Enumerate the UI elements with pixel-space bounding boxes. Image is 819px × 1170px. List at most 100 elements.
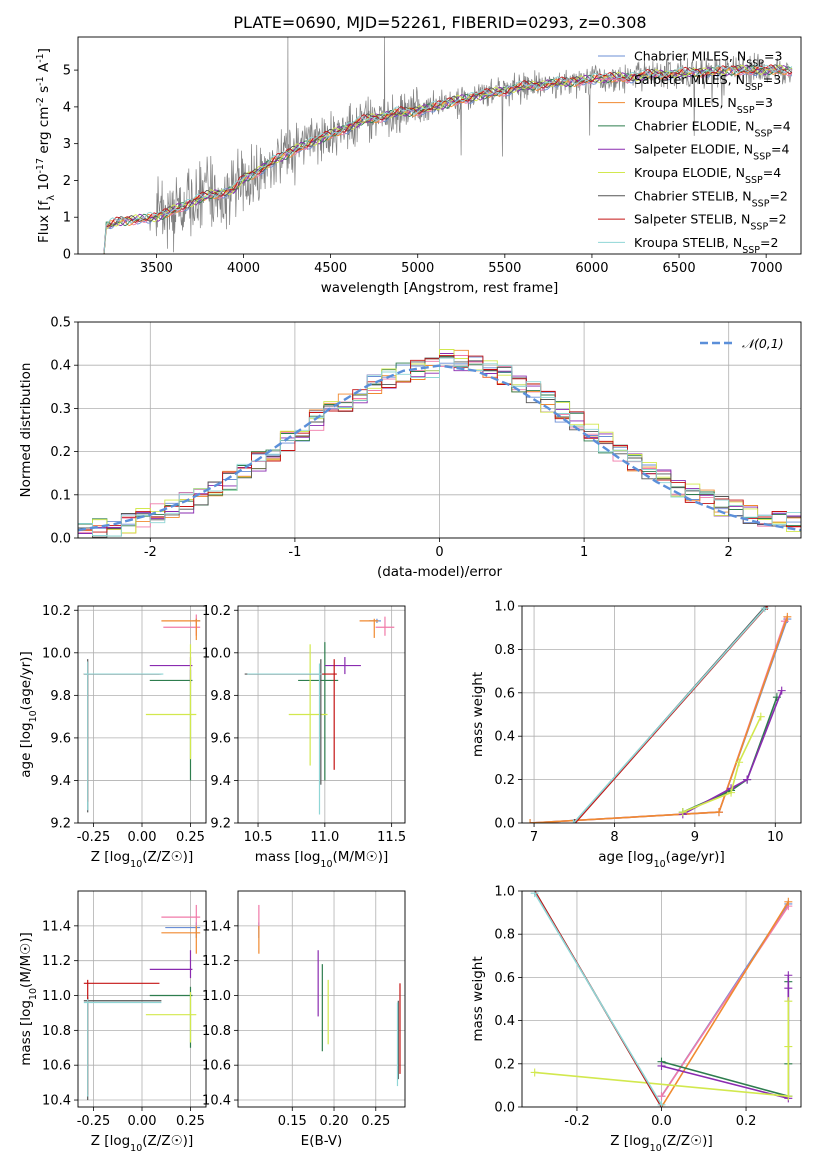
point-chabrier-elodie — [298, 642, 339, 781]
y-tick-label: 0.8 — [494, 643, 515, 658]
axes-frame — [77, 321, 802, 539]
x-tick-label: -2 — [144, 545, 157, 560]
mass-weight-line-salpeter-elodie — [661, 975, 790, 1100]
x-tick-label: 5500 — [488, 261, 521, 276]
y-axis-label: mass weight — [470, 672, 486, 757]
point-salpeter-elodie — [149, 657, 193, 683]
point-salpeter-miles — [375, 616, 395, 636]
x-tick-label: 6000 — [575, 261, 608, 276]
y-tick-label: 11.4 — [42, 919, 71, 934]
x-tick-label: 9 — [691, 830, 699, 845]
y-tick-label: 1.0 — [494, 885, 515, 900]
legend-label-chabrier-stelib: Chabrier STELIB, NSSP=2 — [634, 188, 788, 209]
y-tick-label: 3 — [63, 137, 71, 152]
axes-frame — [77, 890, 207, 1108]
mass-weight-marker-kroupa-miles — [526, 819, 535, 823]
y-tick-label: 9.6 — [210, 731, 231, 746]
x-axis-label: Z [log10(Z/Z☉)] — [610, 1133, 712, 1154]
y-tick-label: 10.2 — [202, 604, 231, 619]
y-tick-label: 11.4 — [202, 919, 231, 934]
plot-area — [78, 891, 206, 1107]
spectrum-panel: 3500 4000 4500 5000 5500 6000 6500 7000 0 1 2 3 4 5 wa… — [35, 36, 802, 296]
mass-weight-marker-kroupa-miles — [784, 897, 793, 906]
x-tick-label: 6500 — [663, 261, 696, 276]
plot-area — [522, 891, 801, 1107]
x-axis-label: age [log10(age/yr)] — [598, 849, 724, 870]
point-chabrier-elodie — [149, 669, 193, 781]
x-tick-label: 0.0 — [651, 1114, 672, 1129]
point-chabrier-stelib — [244, 659, 324, 785]
y-tick-label: 10.4 — [202, 1094, 231, 1109]
y-tick-label: 11.2 — [42, 954, 71, 969]
y-tick-label: 0.1 — [50, 488, 71, 503]
axes-frame — [237, 605, 406, 824]
x-tick-label: 3500 — [140, 261, 173, 276]
y-tick-label: 10.4 — [42, 1094, 71, 1109]
y-tick-label: 0.0 — [50, 532, 71, 547]
point-kroupa-stelib — [247, 663, 323, 815]
axes-frame — [77, 36, 802, 255]
point-kroupa-stelib — [83, 999, 162, 1097]
point-kroupa-miles — [161, 925, 201, 954]
x-tick-label: 11.5 — [377, 830, 406, 845]
mass-vs-metallicity-panel: -0.25 0.00 0.25 10.4 10.6 10.8 11.0 11.2 11.4 Z [… — [18, 890, 207, 1154]
point-kroupa-elodie — [288, 644, 328, 766]
y-tick-label: 0.0 — [494, 1101, 515, 1116]
mass-weight-marker-kroupa-stelib — [760, 606, 769, 613]
y-tick-label: 9.4 — [210, 774, 231, 789]
model-line-kroupa-stelib — [103, 64, 793, 254]
mass-weight-marker-salpeter-elodie — [784, 971, 793, 980]
y-tick-label: 11.0 — [202, 989, 231, 1004]
y-axis-label: Flux [fλ 10-17 erg cm-2 s-1 A-1] — [35, 48, 57, 243]
mass-weight-marker-kroupa-miles — [783, 612, 792, 621]
mass-weight-marker-kroupa-elodie — [678, 808, 687, 817]
legend-label-kroupa-miles: Kroupa MILES, NSSP=3 — [634, 95, 773, 116]
y-tick-label: 2 — [63, 174, 71, 189]
mass-vs-reddening-panel: 0.15 0.20 0.25 10.4 10.6 10.8 11.0 11.2 11.4 E(B-… — [202, 890, 406, 1149]
x-axis-label: (data-model)/error — [377, 564, 503, 580]
y-axis-label: Normed distribution — [18, 363, 34, 498]
point-chabrier-elodie — [149, 986, 193, 1048]
mass-weight-marker-salpeter-miles — [657, 1092, 666, 1101]
point-salpeter-elodie — [324, 657, 361, 675]
y-tick-label: 10.8 — [202, 1024, 231, 1039]
mass-weight-line-salpeter-miles — [529, 620, 786, 823]
x-tick-label: -0.2 — [564, 1114, 589, 1129]
y-tick-label: 0.3 — [50, 402, 71, 417]
x-axis-label: Z [log10(Z/Z☉)] — [91, 849, 193, 870]
mass-weight-vs-metallicity-panel: -0.2 0.0 0.2 0.0 0.2 0.4 0.6 0.8 1.0 Z [log10(Z/Z… — [470, 885, 802, 1154]
mass-weight-line-kroupa-elodie — [534, 1001, 790, 1098]
mass-weight-marker-kroupa-elodie — [784, 1042, 793, 1051]
y-tick-label: 9.2 — [210, 817, 231, 832]
legend-label-chabrier-elodie: Chabrier ELODIE, NSSP=4 — [634, 118, 791, 139]
y-tick-label: 10.8 — [42, 1024, 71, 1039]
legend-label-salpeter-miles: Salpeter MILES, NSSP=3 — [634, 72, 781, 93]
x-tick-label: 0.20 — [320, 1114, 349, 1129]
mass-weight-line-kroupa-miles — [529, 616, 789, 823]
y-tick-label: 0.8 — [494, 928, 515, 943]
x-tick-label: 4500 — [314, 261, 347, 276]
x-tick-label: 11.0 — [310, 830, 339, 845]
mass-weight-line-kroupa-stelib — [534, 892, 663, 1106]
point-kroupa-elodie — [145, 644, 197, 760]
mass-weight-marker-kroupa-elodie — [756, 712, 765, 721]
y-tick-label: 0.5 — [50, 316, 71, 331]
mass-weight-marker-kroupa-miles — [714, 808, 723, 817]
legend-label-kroupa-stelib: Kroupa STELIB, NSSP=2 — [634, 235, 778, 256]
point-salpeter-miles — [161, 904, 201, 930]
x-tick-label: 10.5 — [244, 830, 273, 845]
x-tick-label: 0.25 — [361, 1114, 390, 1129]
age-vs-mass-panel: 10.5 11.0 11.5 9.2 9.4 9.6 9.8 10.0 10.2 mass [lo… — [202, 604, 406, 870]
x-tick-label: 0.25 — [176, 1114, 205, 1129]
axes-frame — [521, 605, 802, 824]
plot-area — [238, 891, 405, 1107]
y-tick-label: 10.2 — [42, 604, 71, 619]
age-vs-metallicity-panel: -0.25 0.00 0.25 9.2 9.4 9.6 9.8 10.0 10.2 Z [log1… — [18, 604, 207, 870]
x-axis-label: Z [log10(Z/Z☉)] — [91, 1133, 193, 1154]
x-tick-label: 1 — [580, 545, 588, 560]
x-tick-label: 0.25 — [176, 830, 205, 845]
mass-weight-line-kroupa-miles — [660, 901, 789, 1107]
x-tick-label: 8 — [610, 830, 618, 845]
gaussian-reference-line — [78, 364, 801, 532]
